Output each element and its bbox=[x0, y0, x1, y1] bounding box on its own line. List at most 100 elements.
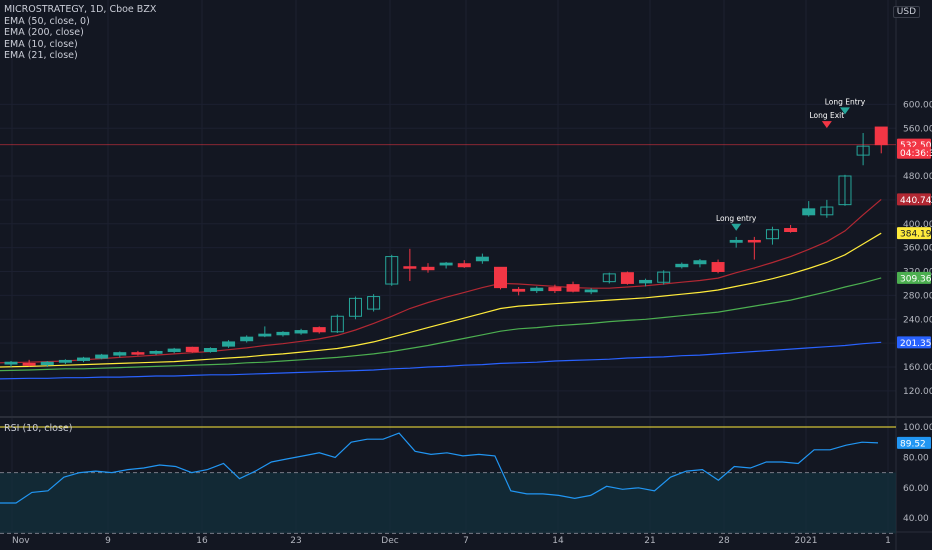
candle-body bbox=[258, 333, 272, 337]
legend-ema-50[interactable]: EMA (50, close, 0) bbox=[4, 15, 90, 27]
candle bbox=[330, 314, 344, 333]
candle bbox=[512, 287, 526, 296]
candle bbox=[312, 326, 326, 334]
candle-body bbox=[584, 289, 598, 293]
candle-body bbox=[512, 288, 526, 292]
candle-body bbox=[675, 263, 689, 268]
signal-label: Long Entry bbox=[825, 97, 866, 106]
rsi-axis[interactable]: 100.00 80.00 60.00 40.00 bbox=[903, 423, 932, 524]
candle bbox=[639, 278, 653, 287]
rsi-badge-label: 89.52 bbox=[900, 439, 926, 449]
symbol-title[interactable]: MICROSTRATEGY, 1D, Cboe BZX bbox=[4, 4, 157, 15]
time-axis[interactable]: Nov 9 16 23 Dec 7 14 21 28 2021 1 bbox=[12, 536, 891, 546]
rsi-badge: 89.52 bbox=[897, 436, 931, 449]
rsi-line bbox=[0, 432, 879, 504]
candle-body bbox=[856, 145, 870, 156]
candle bbox=[149, 350, 163, 356]
candle-body bbox=[439, 262, 453, 266]
candle bbox=[566, 281, 580, 293]
rsi-legend[interactable]: RSI (10, close) bbox=[4, 423, 73, 434]
strategy-signals: Long entry Long Exit Long Entry bbox=[716, 97, 866, 231]
candle bbox=[22, 359, 36, 367]
ema50-line bbox=[0, 277, 882, 372]
candle bbox=[584, 288, 598, 295]
candle bbox=[457, 260, 471, 268]
candle bbox=[784, 224, 798, 233]
candle bbox=[602, 272, 616, 284]
price-badge: 384.19 bbox=[897, 227, 932, 240]
candle-body bbox=[77, 357, 91, 361]
candle-body bbox=[566, 284, 580, 292]
price-badge-label: 309.36 bbox=[900, 274, 932, 284]
price-tick: 120.00 bbox=[903, 387, 932, 397]
price-tick: 400.00 bbox=[903, 220, 932, 230]
candle-body bbox=[22, 362, 36, 366]
candle-body bbox=[167, 348, 181, 352]
price-tick: 240.00 bbox=[903, 315, 932, 325]
candle-body bbox=[820, 206, 834, 216]
rsi-pane bbox=[0, 426, 896, 534]
candle-body bbox=[475, 256, 489, 262]
price-badge: 440.74 bbox=[897, 193, 932, 206]
candle-body bbox=[312, 327, 326, 333]
rsi-tick: 60.00 bbox=[903, 484, 929, 494]
candle bbox=[765, 226, 779, 245]
grid-lines bbox=[0, 0, 896, 530]
candle bbox=[131, 350, 145, 356]
candle bbox=[276, 331, 290, 337]
candle bbox=[874, 126, 888, 154]
candle-body bbox=[874, 126, 888, 146]
candle bbox=[40, 361, 54, 367]
candle bbox=[475, 253, 489, 264]
rsi-tick: 80.00 bbox=[903, 453, 929, 463]
time-tick: 21 bbox=[644, 536, 655, 546]
time-tick: Dec bbox=[381, 536, 398, 546]
candlestick-series bbox=[4, 126, 888, 367]
signal-label: Long Exit bbox=[809, 111, 844, 120]
candle bbox=[620, 271, 634, 285]
candle-body bbox=[548, 287, 562, 292]
candle bbox=[203, 347, 217, 353]
price-tick: 480.00 bbox=[903, 172, 932, 182]
candle bbox=[294, 328, 308, 335]
legend-ema-10[interactable]: EMA (10, close) bbox=[4, 38, 78, 50]
price-badge-bg bbox=[897, 146, 931, 159]
candle-body bbox=[530, 287, 544, 292]
price-badge-label: 201.35 bbox=[900, 339, 932, 349]
candle bbox=[240, 335, 254, 343]
candle bbox=[494, 266, 508, 290]
time-tick: 7 bbox=[463, 536, 469, 546]
candle-body bbox=[729, 239, 743, 243]
candle-body bbox=[276, 331, 290, 336]
time-tick: 28 bbox=[718, 536, 730, 546]
ema200-line bbox=[0, 341, 882, 380]
currency-label[interactable]: USD bbox=[892, 6, 920, 18]
time-tick: Nov bbox=[12, 536, 30, 546]
candle-body bbox=[693, 260, 707, 265]
legend-ema-21[interactable]: EMA (21, close) bbox=[4, 50, 78, 61]
candle-body bbox=[657, 271, 671, 283]
price-badge-bg bbox=[897, 193, 931, 206]
candle-body bbox=[494, 266, 508, 289]
ema21-line bbox=[0, 232, 882, 368]
legend-ema-200[interactable]: EMA (200, close) bbox=[4, 27, 84, 38]
candle bbox=[439, 261, 453, 269]
signal-2: Long Entry bbox=[825, 97, 866, 115]
candle bbox=[348, 296, 362, 320]
candle-body bbox=[602, 273, 616, 283]
candle-body bbox=[838, 175, 852, 206]
candle bbox=[77, 356, 91, 363]
price-tick: 560.00 bbox=[903, 124, 932, 134]
price-badge-label: 440.74 bbox=[900, 196, 932, 206]
time-tick: 14 bbox=[552, 536, 564, 546]
candle-body bbox=[113, 352, 127, 356]
price-badge: 201.35 bbox=[897, 336, 932, 349]
candle bbox=[403, 248, 417, 282]
candle bbox=[675, 262, 689, 269]
candle bbox=[530, 286, 544, 293]
candle bbox=[802, 201, 816, 217]
ema10-line bbox=[0, 198, 882, 364]
candle bbox=[58, 359, 72, 365]
